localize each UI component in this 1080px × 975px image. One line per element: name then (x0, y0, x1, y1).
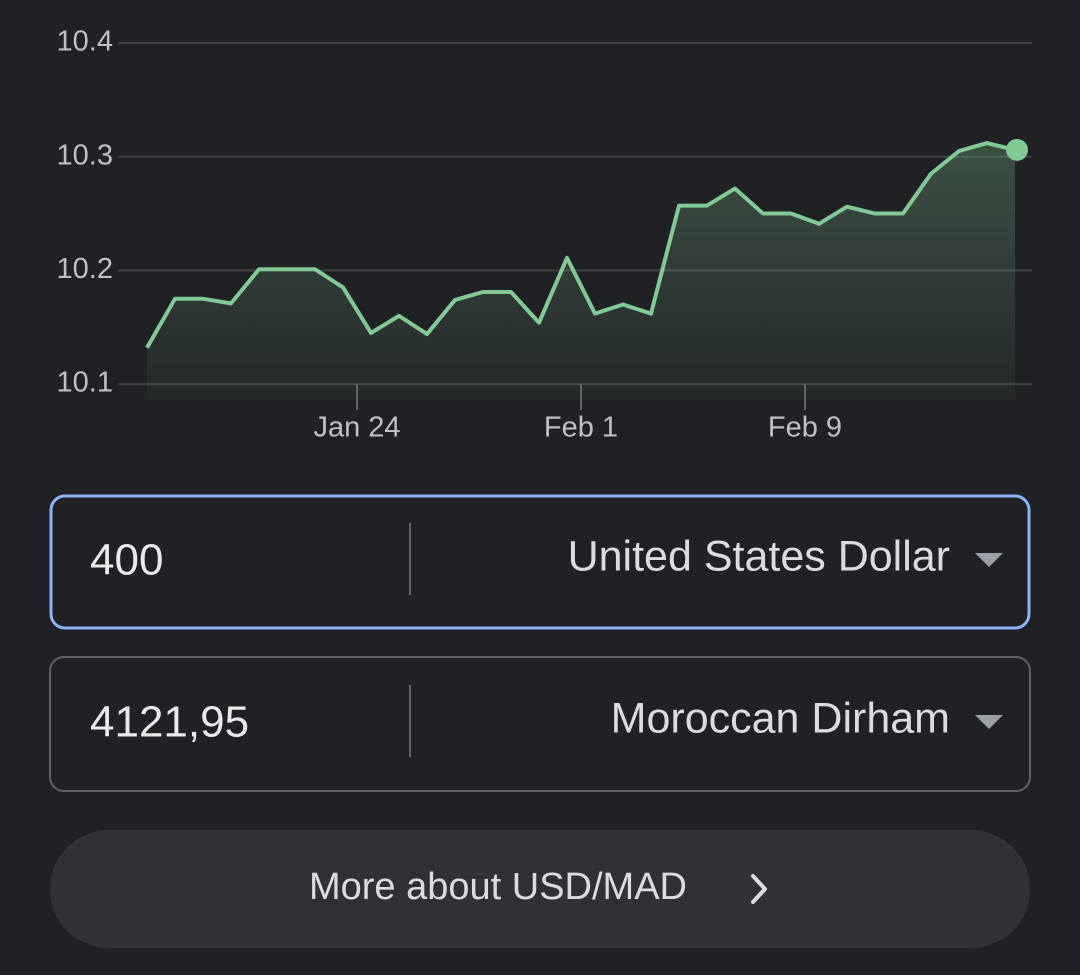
dropdown-arrow[interactable] (975, 715, 1003, 729)
dropdown-arrow[interactable] (975, 553, 1003, 567)
button-label[interactable]: More about USD/MAD (309, 866, 687, 908)
y-tick-label: 10.1 (57, 367, 113, 399)
more-button[interactable] (50, 830, 1030, 948)
y-tick-label: 10.2 (57, 253, 113, 285)
to-currency[interactable]: Moroccan Dirham (611, 694, 950, 742)
chevron (751, 874, 767, 904)
chart: 10.1 10.2 10.3 10.4 Jan 24 Feb 1 Feb 9 (57, 26, 1032, 444)
from-field[interactable] (49, 494, 1031, 630)
x-tick-label: Feb 1 (544, 412, 618, 444)
end-dot (1006, 138, 1028, 161)
from-amount[interactable]: 400 (90, 536, 163, 585)
y-tick-label: 10.3 (57, 139, 113, 171)
y-tick-label: 10.4 (57, 26, 113, 58)
to-field[interactable] (49, 656, 1031, 792)
x-tick-label: Jan 24 (313, 412, 400, 444)
from-currency[interactable]: United States Dollar (568, 532, 950, 580)
area (147, 143, 1015, 400)
line (145, 141, 1016, 349)
to-amount[interactable]: 4121,95 (90, 698, 249, 747)
x-tick-label: Feb 9 (768, 412, 842, 444)
